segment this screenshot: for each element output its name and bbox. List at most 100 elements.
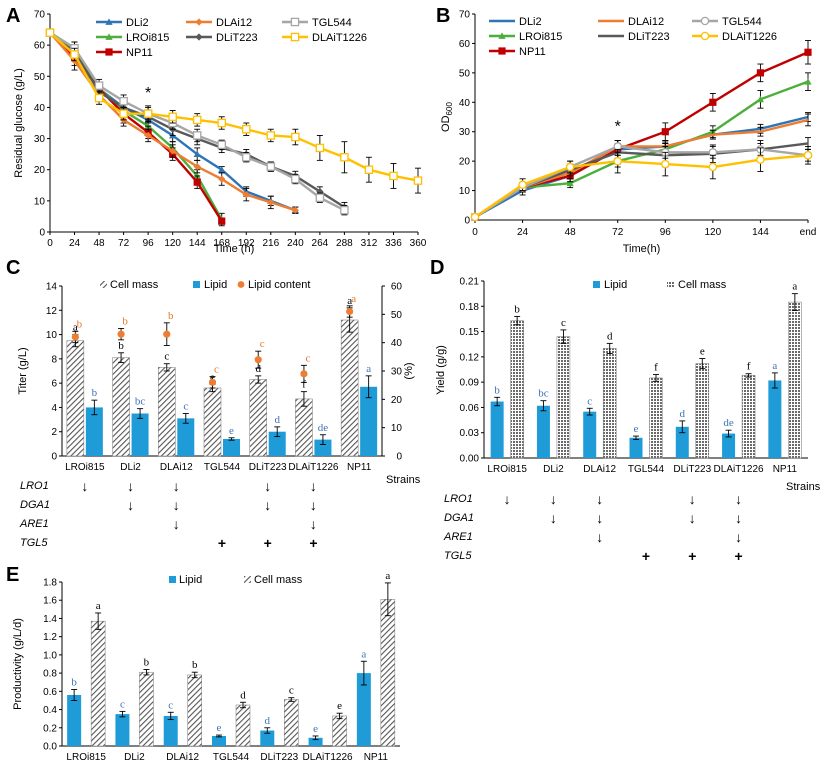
x-tick-label: TGL544: [213, 752, 250, 763]
x-tick-label: DLAiT1226: [288, 462, 338, 473]
panel-letter-e: E: [6, 564, 19, 586]
significance-letter: bc: [538, 388, 549, 400]
legend-marker: [700, 16, 710, 26]
y-tick-label: 60: [459, 39, 471, 50]
data-point: [242, 153, 251, 162]
right-tick-label: 40: [391, 338, 403, 349]
y-tick-label: 0.18: [460, 302, 480, 313]
y-tick-label: 30: [459, 127, 471, 138]
bar-lipid: [490, 401, 504, 458]
data-point: [470, 212, 480, 222]
legend: Cell mass Lipid Lipid content: [100, 279, 310, 291]
x-tick-label: LROi815: [487, 464, 527, 475]
legend-label: DLiT223: [216, 32, 258, 44]
genotype-mark: ↓: [735, 491, 742, 507]
legend: DLi2 DLAi12 TGL544 LROi815 DLiT223 DLAiT1226 N…: [489, 16, 777, 58]
significance-letter: f: [302, 379, 306, 391]
genotype-mark: ↓: [596, 491, 603, 507]
legend-label: DLiT223: [628, 31, 670, 43]
y-tick-label: 20: [459, 157, 471, 168]
data-point: [119, 109, 128, 118]
x-tick-label: DLiT223: [260, 752, 298, 763]
data-point: [364, 165, 374, 174]
data-point: [217, 140, 226, 150]
data-point: [756, 155, 765, 164]
x-tick-label: 192: [238, 238, 255, 249]
x-tick-label: DLAi12: [583, 464, 616, 475]
legend-swatch-lipid: [593, 281, 600, 288]
y-tick-label: 2: [51, 427, 57, 438]
series-line-dli2: [474, 115, 809, 219]
data-point: [291, 174, 300, 184]
x-tick-label: 336: [385, 238, 402, 249]
significance-letter: e: [217, 722, 222, 734]
legend-swatch-cell-mass: [244, 576, 251, 583]
bar-lipid: [223, 439, 240, 456]
x-tick-label: end: [800, 227, 817, 238]
legend-swatch-cell-mass: [667, 281, 674, 288]
lipid-content-point: [300, 370, 308, 378]
data-point: [242, 124, 251, 134]
significance-letter: b: [118, 340, 124, 352]
x-tick-label: DLiT223: [249, 462, 287, 473]
right-tick-label: 50: [391, 310, 403, 321]
significance-letter: b: [77, 318, 83, 330]
legend-label: Cell mass: [110, 279, 159, 291]
bar-lipid: [536, 405, 550, 458]
legend-label: DLAiT1226: [722, 31, 777, 43]
x-axis-title: Time (h): [214, 243, 255, 255]
x-tick-label: DLi2: [543, 464, 564, 475]
bar-cell-mass: [741, 375, 756, 459]
genotype-row-label: DGA1: [20, 499, 50, 511]
bar-cell-mass: [284, 699, 299, 747]
legend-label: LROi815: [519, 31, 562, 43]
significance-letter: a: [792, 281, 797, 293]
y-tick-label: 1.0: [43, 650, 57, 661]
data-point: [661, 159, 670, 169]
x-tick-label: LROi815: [66, 752, 106, 763]
x-tick-label: DLi2: [124, 752, 145, 763]
data-point: [193, 163, 201, 171]
x-tick-label: TGL544: [204, 462, 241, 473]
significance-letter: a: [361, 648, 366, 660]
genotype-mark: ↓: [735, 529, 742, 545]
x-tick-label: 24: [69, 238, 81, 249]
lipid-content-point: [163, 330, 171, 338]
data-point: [143, 109, 153, 118]
legend-label: DLAiT1226: [312, 32, 367, 44]
lipid-content-point: [254, 356, 262, 364]
significance-letter: e: [337, 700, 342, 712]
x-tick-label: 216: [262, 238, 279, 249]
x-tick-label: NP11: [364, 752, 389, 763]
significance-letter: bc: [135, 396, 146, 408]
significance-letter: a: [351, 293, 356, 305]
data-point: [708, 162, 718, 172]
data-point: [266, 162, 276, 171]
data-point: [804, 48, 812, 56]
legend-label: NP11: [126, 47, 153, 59]
y-tick-label: 0.03: [460, 428, 480, 439]
bar-cell-mass: [90, 620, 106, 747]
significance-letter: d: [274, 414, 280, 426]
genotype-mark: ↓: [81, 478, 88, 494]
x-tick-label: DLAiT1226: [714, 464, 764, 475]
x-tick-label: 144: [189, 238, 206, 249]
genotype-mark: ↓: [504, 491, 511, 507]
genotype-row-label: ARE1: [19, 518, 49, 530]
legend: Lipid Cell mass: [169, 574, 303, 586]
bar-lipid: [212, 735, 226, 746]
data-point: [94, 81, 104, 90]
significance-letter: de: [318, 422, 329, 434]
x-tick-label: 0: [472, 227, 478, 238]
right-tick-label: 30: [391, 367, 403, 378]
y-axis-title: Titer (g/L): [17, 347, 29, 394]
genotype-row-label: TGL5: [20, 537, 48, 549]
y-tick-label: 0.2: [43, 723, 57, 734]
data-point: [267, 198, 275, 207]
data-point: [613, 156, 622, 166]
significance-letter: b: [122, 316, 128, 328]
x-tick-label: 72: [612, 227, 624, 238]
y-tick-label: 60: [34, 41, 46, 52]
data-point: [169, 147, 177, 155]
y-tick-label: 0.12: [460, 352, 480, 363]
